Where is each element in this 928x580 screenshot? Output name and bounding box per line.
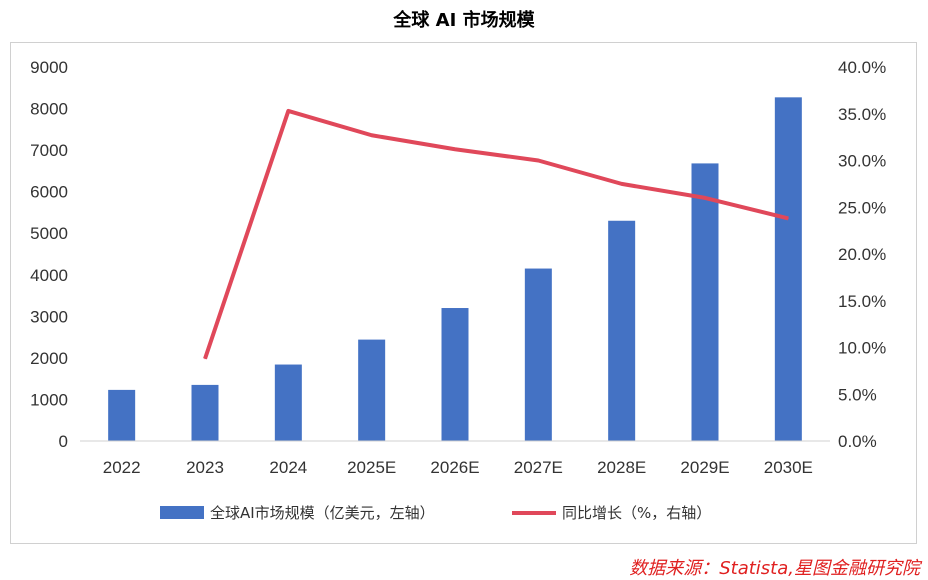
left-axis-ticks: 0 1000 2000 3000 4000 5000 6000 7000 8000 9000 (30, 58, 68, 451)
legend-bar-label: 全球AI市场规模（亿美元，左轴） (210, 504, 435, 522)
left-tick-label: 0 (59, 432, 68, 451)
right-tick-label: 35.0% (838, 105, 886, 124)
legend-line-label: 同比增长（%，右轴） (562, 504, 711, 522)
x-tick-label: 2025E (347, 458, 396, 477)
bar (441, 308, 469, 441)
left-tick-label: 2000 (30, 349, 68, 368)
right-tick-label: 15.0% (838, 292, 886, 311)
bar (274, 364, 302, 441)
line-point (287, 110, 289, 112)
right-tick-label: 40.0% (838, 58, 886, 77)
right-tick-label: 25.0% (838, 198, 886, 217)
line-point (371, 134, 373, 136)
bar (358, 339, 386, 441)
source-note: 数据来源：Statista,星图金融研究院 (629, 558, 920, 579)
bar (191, 384, 219, 441)
line-point (537, 160, 539, 161)
left-tick-label: 7000 (30, 141, 68, 160)
bar (691, 163, 719, 442)
line-series (203, 108, 789, 360)
bar (608, 220, 636, 441)
right-tick-label: 20.0% (838, 245, 886, 264)
x-axis-labels: 2022 2023 2024 2025E 2026E 2027E 2028E 2029E 203… (103, 458, 813, 477)
x-tick-label: 2029E (680, 458, 729, 477)
line-point (204, 358, 206, 360)
line-point (704, 197, 706, 199)
right-tick-label: 30.0% (838, 152, 886, 171)
left-tick-label: 9000 (30, 58, 68, 77)
left-tick-label: 3000 (30, 307, 68, 326)
right-tick-label: 0.0% (838, 432, 877, 451)
left-tick-label: 5000 (30, 224, 68, 243)
left-tick-label: 4000 (30, 266, 68, 285)
bar (774, 97, 802, 441)
bar (108, 389, 136, 441)
right-tick-label: 5.0% (838, 385, 877, 404)
x-tick-label: 2024 (269, 458, 307, 477)
legend: 全球AI市场规模（亿美元，左轴） 同比增长（%，右轴） (160, 504, 711, 522)
right-axis-ticks: 0.0% 5.0% 10.0% 15.0% 20.0% 25.0% 30.0% 35.0% 40… (838, 58, 886, 451)
left-tick-label: 1000 (30, 390, 68, 409)
growth-line (203, 108, 789, 360)
line-point (787, 217, 789, 219)
x-tick-label: 2030E (764, 458, 813, 477)
left-tick-label: 6000 (30, 183, 68, 202)
line-point (454, 148, 456, 150)
chart-frame (10, 42, 917, 544)
left-tick-label: 8000 (30, 100, 68, 119)
chart-title: 全球 AI 市场规模 (393, 10, 535, 31)
x-tick-label: 2023 (186, 458, 224, 477)
bar-series (108, 97, 802, 442)
x-tick-label: 2028E (597, 458, 646, 477)
x-tick-label: 2022 (103, 458, 141, 477)
right-tick-label: 10.0% (838, 339, 886, 358)
x-tick-label: 2027E (514, 458, 563, 477)
legend-bar-swatch (160, 506, 204, 519)
bar (524, 268, 552, 441)
x-tick-label: 2026E (430, 458, 479, 477)
line-point (621, 183, 623, 185)
